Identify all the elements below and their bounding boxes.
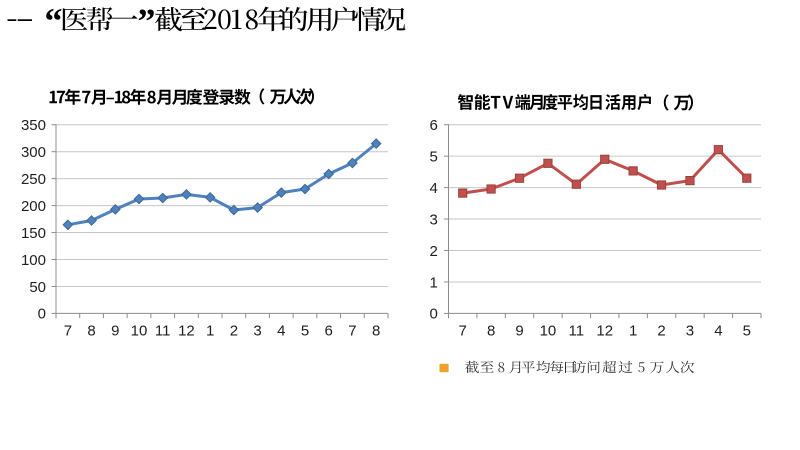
svg-text:0: 0 xyxy=(38,306,46,323)
svg-text:8: 8 xyxy=(372,322,380,339)
svg-text:10: 10 xyxy=(131,322,148,339)
svg-text:7: 7 xyxy=(64,322,72,339)
svg-text:1: 1 xyxy=(429,274,437,291)
svg-text:12: 12 xyxy=(596,322,613,339)
svg-text:1: 1 xyxy=(206,322,214,339)
svg-text:250: 250 xyxy=(21,171,46,188)
svg-text:200: 200 xyxy=(21,198,46,215)
svg-text:3: 3 xyxy=(253,322,261,339)
svg-text:9: 9 xyxy=(515,322,523,339)
svg-text:50: 50 xyxy=(29,279,46,296)
svg-text:2: 2 xyxy=(657,322,665,339)
svg-text:7: 7 xyxy=(459,322,467,339)
svg-text:4: 4 xyxy=(429,180,437,197)
svg-text:5: 5 xyxy=(743,322,751,339)
svg-text:3: 3 xyxy=(429,211,437,228)
svg-text:2: 2 xyxy=(230,322,238,339)
svg-text:8: 8 xyxy=(487,322,495,339)
svg-text:3: 3 xyxy=(686,322,694,339)
svg-text:10: 10 xyxy=(540,322,557,339)
svg-text:150: 150 xyxy=(21,225,46,242)
svg-text:6: 6 xyxy=(325,322,333,339)
svg-text:5: 5 xyxy=(301,322,309,339)
svg-text:5: 5 xyxy=(429,148,437,165)
svg-text:11: 11 xyxy=(569,322,585,339)
svg-text:4: 4 xyxy=(714,322,722,339)
svg-text:8: 8 xyxy=(87,322,95,339)
svg-text:300: 300 xyxy=(21,144,46,161)
svg-text:0: 0 xyxy=(429,306,437,323)
svg-text:6: 6 xyxy=(429,117,437,134)
svg-text:1: 1 xyxy=(629,322,637,339)
svg-text:350: 350 xyxy=(21,117,46,134)
svg-text:100: 100 xyxy=(21,252,46,269)
svg-text:4: 4 xyxy=(277,322,285,339)
svg-text:11: 11 xyxy=(155,322,171,339)
svg-text:7: 7 xyxy=(348,322,356,339)
svg-text:2: 2 xyxy=(429,243,437,260)
svg-text:9: 9 xyxy=(111,322,119,339)
svg-text:12: 12 xyxy=(178,322,195,339)
